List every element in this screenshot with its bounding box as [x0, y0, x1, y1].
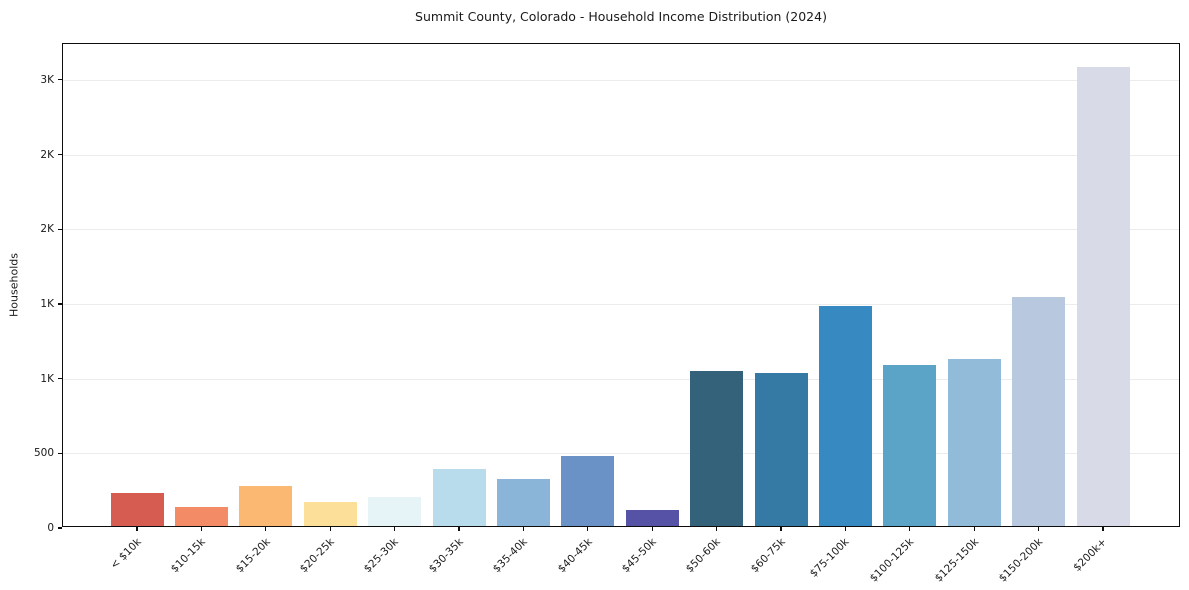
x-tick-mark [329, 527, 331, 532]
x-tick-mark [394, 527, 396, 532]
bar [239, 485, 293, 526]
gridline [63, 79, 1179, 81]
x-tick-label: $25-30k [361, 536, 402, 576]
bar [110, 493, 164, 526]
bar [1076, 66, 1130, 526]
y-tick-mark [57, 303, 62, 305]
bar [883, 365, 937, 526]
x-tick-mark [136, 527, 138, 532]
x-tick-mark [265, 527, 267, 532]
bar [303, 502, 357, 526]
x-tick-label: $200k+ [1071, 536, 1110, 574]
x-tick-mark [780, 527, 782, 532]
gridline [63, 378, 1179, 380]
x-tick-label: $75-100k [808, 536, 852, 580]
x-tick-label: $10-15k [168, 536, 208, 576]
x-tick-mark [716, 527, 718, 532]
y-tick-mark [57, 378, 62, 380]
bar [368, 496, 422, 526]
x-tick-label: $50-60k [683, 536, 724, 576]
y-tick-label: 1K [40, 297, 54, 310]
x-tick-label: $60-75k [748, 536, 788, 576]
bar [1012, 297, 1066, 526]
bar [174, 506, 228, 526]
bar [432, 469, 486, 526]
gridline [63, 303, 1179, 305]
bar [625, 509, 679, 526]
x-tick-label: $45-50k [619, 536, 659, 576]
bar [818, 305, 872, 526]
x-tick-mark [200, 527, 202, 532]
y-tick-mark [57, 228, 62, 230]
bar [496, 478, 550, 526]
plot-area: 0 500 1K 1K 2K 2K 3K < $10k $10-15k $15-20k $20-25… [34, 43, 1180, 585]
bar [947, 358, 1001, 526]
x-tick-label: $15-20k [233, 536, 273, 576]
y-axis-label: Households [7, 253, 21, 317]
x-tick-label: $150-200k [996, 536, 1046, 585]
x-tick-mark [651, 527, 653, 532]
x-tick-mark [909, 527, 911, 532]
y-tick-label: 2K [40, 223, 54, 236]
y-tick-label: 500 [33, 447, 54, 460]
x-tick-mark [973, 527, 975, 532]
x-tick-label: $30-35k [426, 536, 466, 576]
y-tick-label: 3K [40, 73, 54, 86]
y-tick-label: 2K [40, 148, 54, 161]
y-tick-label: 1K [40, 372, 54, 385]
y-tick-mark [57, 452, 62, 454]
x-tick-label: $100-125k [867, 536, 917, 585]
x-tick-mark [1102, 527, 1104, 532]
x-tick-label: $20-25k [297, 536, 337, 576]
y-tick-mark [57, 527, 62, 529]
bar [754, 372, 808, 526]
x-tick-mark [844, 527, 846, 532]
bar [561, 455, 615, 526]
x-tick-label: $35-40k [490, 536, 530, 576]
x-tick-mark [522, 527, 524, 532]
x-tick-label: $125-150k [932, 536, 981, 585]
y-tick-mark [57, 153, 62, 156]
x-tick-mark [587, 527, 589, 532]
x-tick-label: $40-45k [555, 536, 595, 576]
x-tick-label: < $10k [107, 536, 144, 572]
y-tick-label: 0 [47, 522, 54, 534]
gridline [63, 229, 1179, 231]
gridline [63, 154, 1179, 156]
chart-title: Summit County, Colorado - Household Inco… [415, 9, 827, 24]
y-tick-mark [57, 79, 62, 81]
gridline [63, 453, 1179, 455]
bar [690, 371, 744, 526]
x-tick-mark [458, 527, 460, 532]
x-tick-mark [1038, 527, 1040, 532]
